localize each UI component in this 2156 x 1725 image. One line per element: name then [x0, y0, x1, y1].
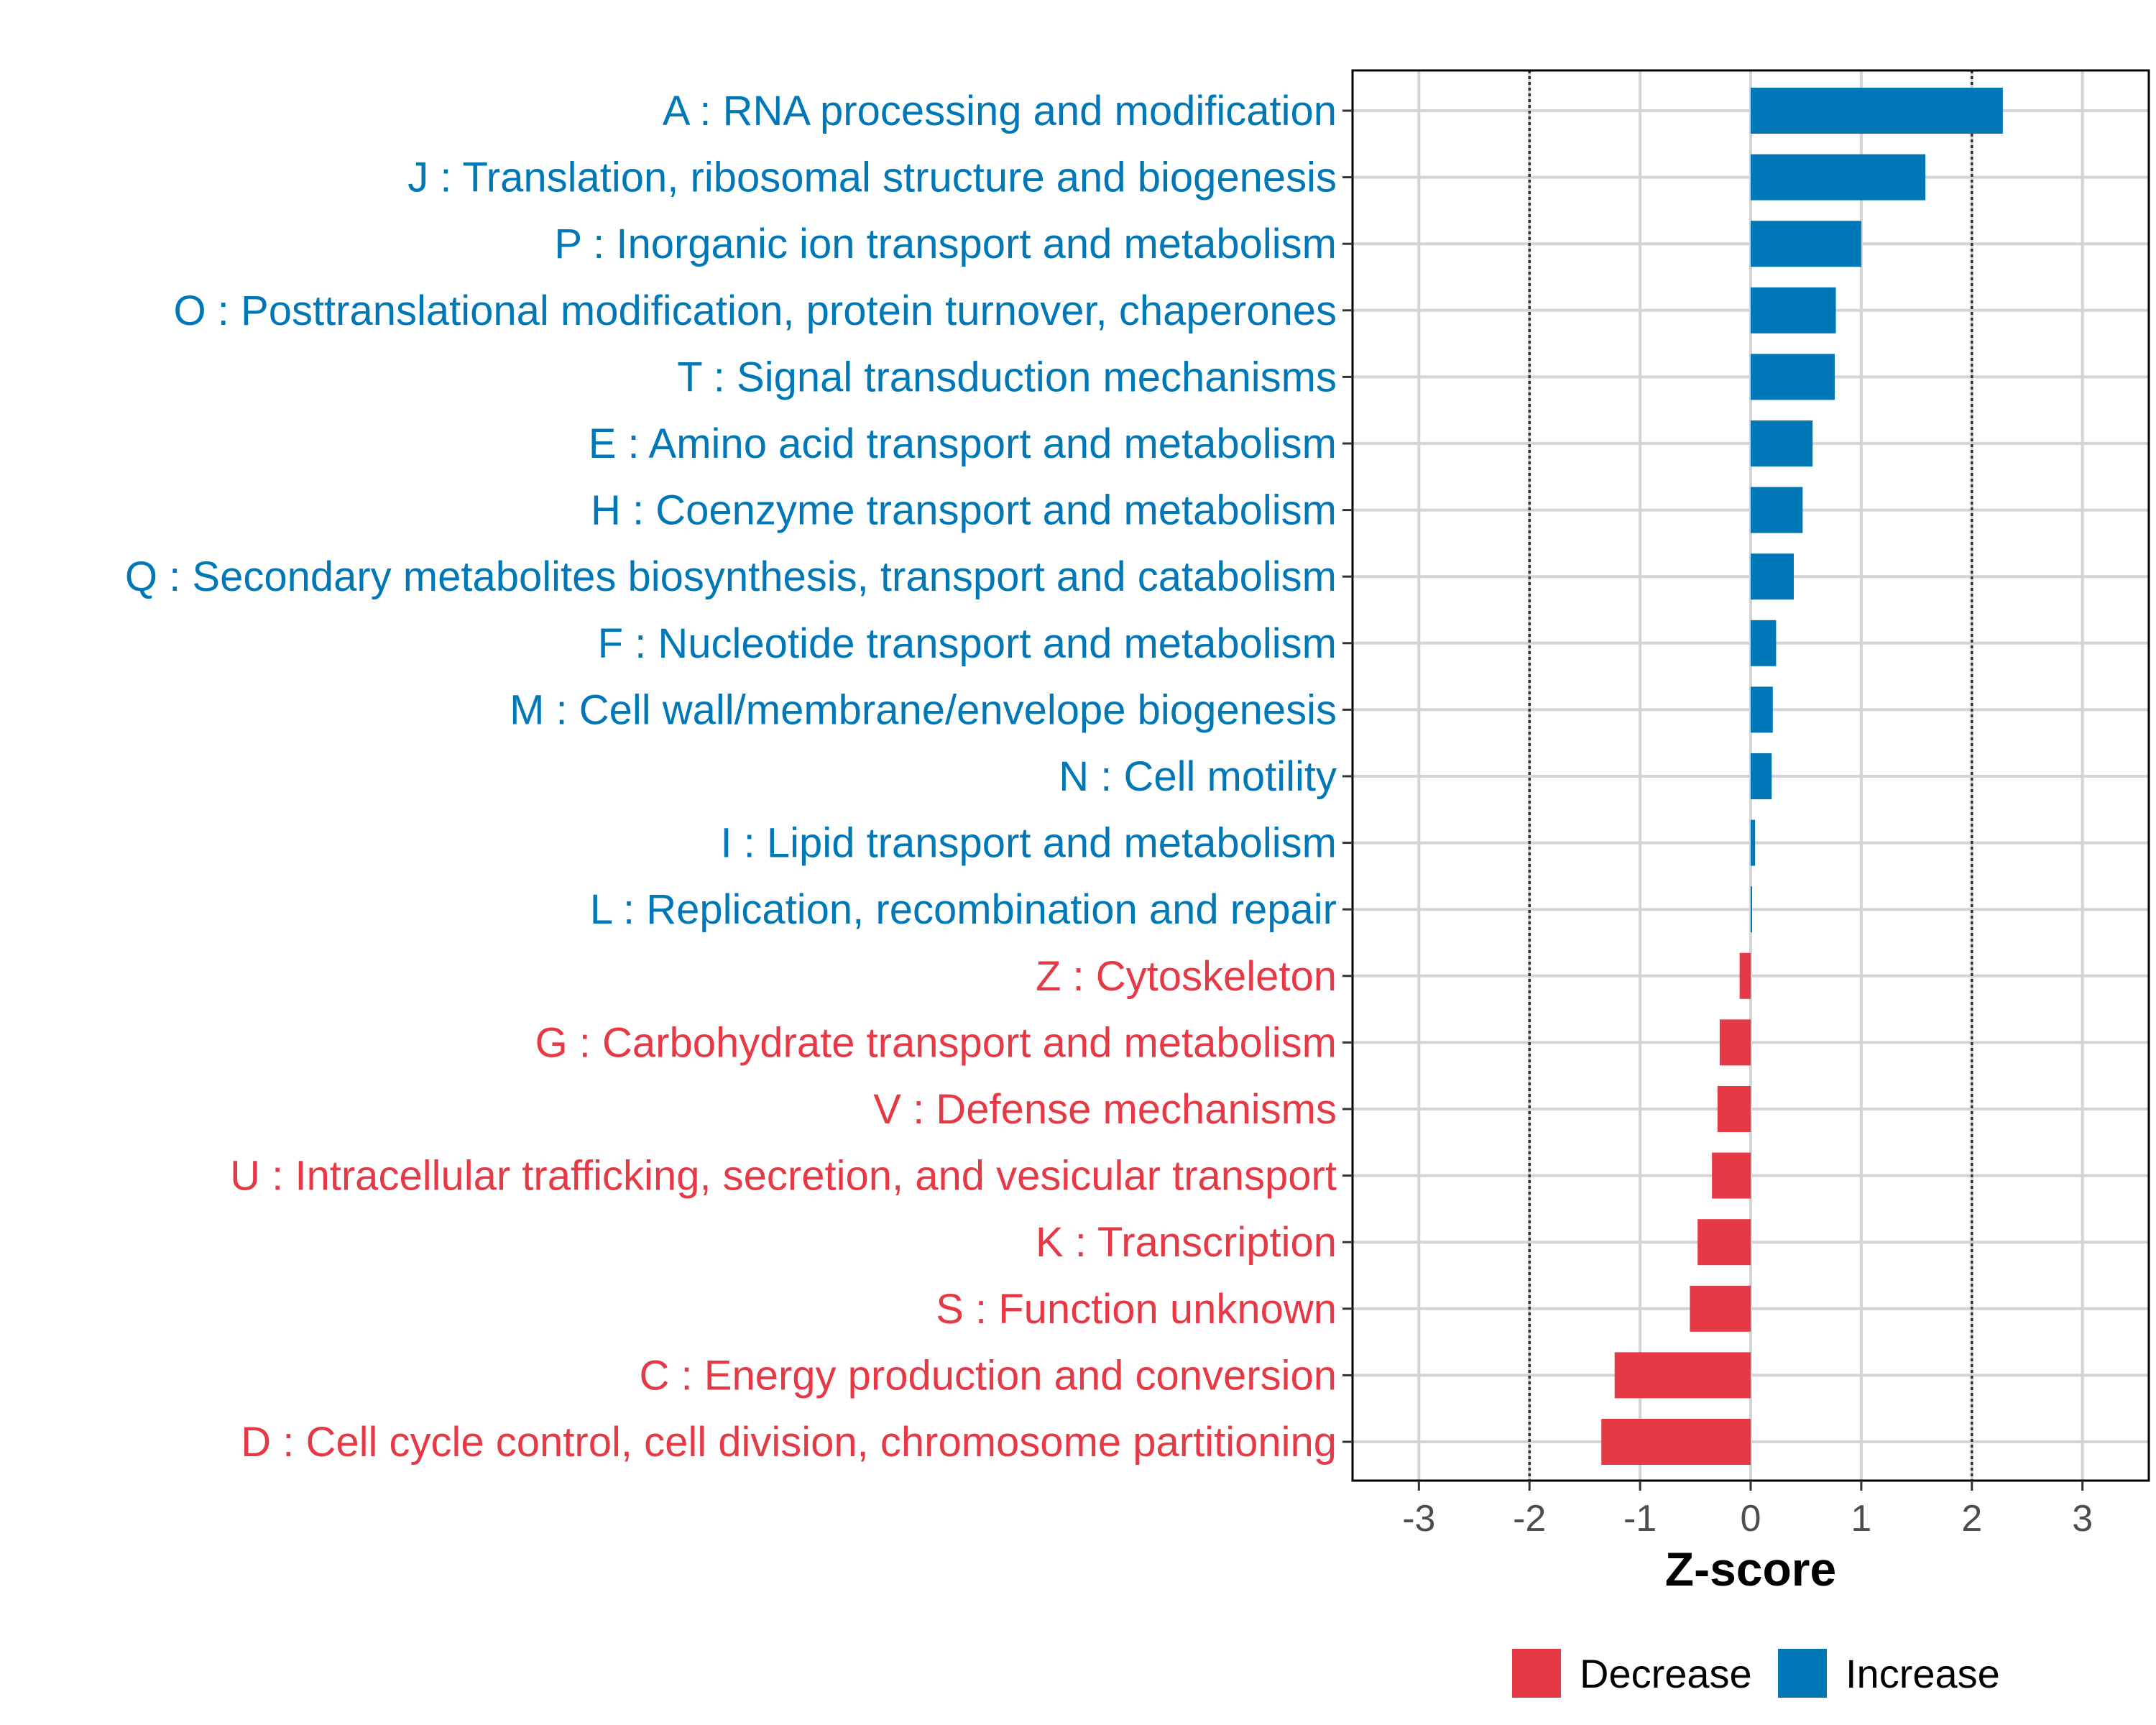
x-tick-label: 2	[1961, 1498, 1982, 1540]
bar-s	[1690, 1285, 1751, 1332]
category-label: Q : Secondary metabolites biosynthesis, …	[125, 553, 1337, 600]
x-tick-label: 1	[1851, 1498, 1871, 1540]
threshold-layer	[1528, 70, 1973, 1481]
x-tick-label: -3	[1402, 1498, 1435, 1540]
bar-u	[1712, 1152, 1751, 1199]
bar-h	[1751, 487, 1803, 533]
x-axis-title: Z-score	[1665, 1542, 1836, 1596]
x-tick-label: -1	[1623, 1498, 1657, 1540]
bar-c	[1614, 1352, 1751, 1399]
x-tick-label: 3	[2072, 1498, 2093, 1540]
bar-l	[1751, 886, 1752, 933]
category-label: N : Cell motility	[1059, 753, 1337, 800]
bar-q	[1751, 553, 1795, 600]
bar-z	[1739, 952, 1751, 999]
legend-label-increase: Increase	[1846, 1651, 2000, 1696]
y-axis-ticks	[1342, 109, 1353, 1443]
category-labels: A : RNA processing and modification J : T…	[125, 88, 1337, 1466]
category-label: L : Replication, recombination and repai…	[590, 886, 1337, 933]
x-tick-label: -2	[1513, 1498, 1546, 1540]
bar-t	[1751, 354, 1835, 400]
category-label: F : Nucleotide transport and metabolism	[598, 620, 1337, 667]
bar-n	[1751, 753, 1772, 799]
category-label: C : Energy production and conversion	[640, 1352, 1337, 1399]
bar-i	[1751, 819, 1756, 866]
bar-o	[1751, 287, 1836, 334]
x-tick-label: 0	[1741, 1498, 1761, 1540]
category-label: K : Transcription	[1036, 1219, 1337, 1266]
category-label: V : Defense mechanisms	[873, 1086, 1337, 1133]
x-axis-ticks: -3 -2 -1 0 1 2 3	[1402, 1481, 2093, 1540]
category-label: E : Amino acid transport and metabolism	[589, 420, 1337, 467]
category-label: M : Cell wall/membrane/envelope biogenes…	[510, 686, 1337, 733]
bar-v	[1717, 1086, 1751, 1132]
bar-p	[1751, 221, 1861, 267]
category-label: P : Inorganic ion transport and metaboli…	[554, 221, 1337, 267]
category-label: Z : Cytoskeleton	[1036, 953, 1337, 1000]
category-label: T : Signal transduction mechanisms	[677, 354, 1337, 400]
bar-j	[1751, 154, 1926, 201]
category-label: O : Posttranslational modification, prot…	[174, 288, 1337, 334]
bar-k	[1697, 1219, 1751, 1266]
category-label: U : Intracellular trafficking, secretion…	[230, 1153, 1337, 1200]
category-label: A : RNA processing and modification	[663, 88, 1337, 134]
category-label: G : Carbohydrate transport and metabolis…	[535, 1019, 1337, 1066]
category-label: I : Lipid transport and metabolism	[720, 820, 1337, 867]
legend-key-increase	[1778, 1649, 1827, 1698]
category-label: H : Coenzyme transport and metabolism	[591, 487, 1337, 534]
bar-m	[1751, 686, 1773, 733]
bar-d	[1601, 1419, 1751, 1465]
legend-key-decrease	[1512, 1649, 1561, 1698]
bar-g	[1719, 1019, 1751, 1066]
legend-label-decrease: Decrease	[1580, 1651, 1752, 1696]
bar-e	[1751, 420, 1813, 466]
bar-f	[1751, 620, 1777, 666]
bar-a	[1751, 88, 2003, 134]
category-label: D : Cell cycle control, cell division, c…	[241, 1419, 1337, 1466]
category-label: J : Translation, ribosomal structure and…	[407, 155, 1337, 201]
category-label: S : Function unknown	[936, 1286, 1337, 1333]
legend: Decrease Increase	[1512, 1649, 2000, 1698]
bar-layer	[1601, 88, 2003, 1465]
